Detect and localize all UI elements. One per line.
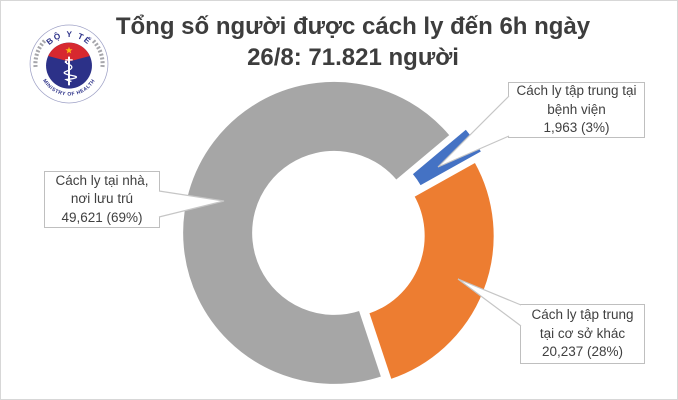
- logo-laurel-left: [33, 38, 47, 68]
- callout-home-line2: nơi lưu trú: [70, 191, 134, 207]
- callout-other-line2: tại cơ sở khác: [539, 325, 626, 341]
- ministry-of-health-logo: BỘ Y TẾ MINISTRY OF HEALTH: [29, 24, 109, 104]
- donut-slice-home: [181, 79, 453, 386]
- callout-box-home: Cách ly tại nhà, nơi lưu trú 49,621 (69%…: [44, 171, 160, 228]
- callout-box-hospital: Cách ly tập trung tại bệnh viện 1,963 (3…: [508, 82, 645, 138]
- logo-asclepius-staff-icon: [63, 56, 78, 86]
- callout-other-line1: Cách ly tập trung: [531, 307, 634, 323]
- logo-red-band: [48, 42, 90, 62]
- callout-hospital-value: 1,963 (3%): [543, 120, 610, 136]
- callout-hospital-line1: Cách ly tập trung tại: [516, 83, 637, 99]
- chart-title: Tổng số người được cách ly đến 6h ngày 2…: [35, 11, 671, 73]
- chart-title-line2: 26/8: 71.821 người: [247, 44, 459, 71]
- callout-box-other-facilities: Cách ly tập trung tại cơ sở khác 20,237 …: [520, 304, 645, 364]
- callout-other-value: 20,237 (28%): [541, 344, 624, 360]
- chart-title-line1: Tổng số người được cách ly đến 6h ngày: [115, 13, 591, 40]
- callout-hospital-line2: bệnh viện: [547, 101, 606, 117]
- callout-home-value: 49,621 (69%): [61, 209, 143, 225]
- donut-slice-other-facilities: [366, 160, 496, 382]
- callout-home-line1: Cách ly tại nhà,: [55, 172, 149, 188]
- logo-laurel-right: [91, 38, 105, 68]
- logo-star-icon: [65, 46, 73, 54]
